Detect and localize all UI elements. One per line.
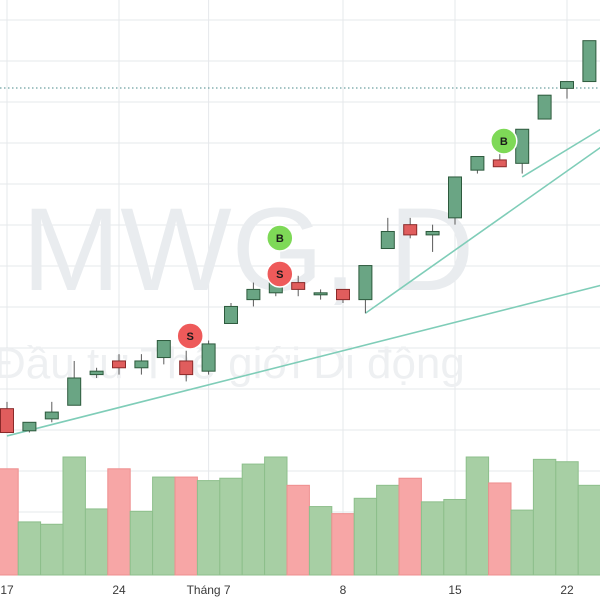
trend-line[interactable]: [521, 122, 600, 178]
candle-body[interactable]: [492, 159, 507, 168]
trend-lines[interactable]: [6, 122, 600, 437]
candle-body[interactable]: [156, 340, 171, 359]
x-tick-label: 22: [560, 583, 574, 597]
volume-bar: [286, 484, 310, 576]
candle-body[interactable]: [358, 265, 373, 301]
signal-label: B: [500, 136, 508, 148]
volume-bar: [152, 476, 176, 576]
volume-bar: [532, 458, 557, 576]
x-tick-label: 15: [448, 583, 462, 597]
sell-signal-badge[interactable]: S: [176, 322, 204, 350]
volume-bar: [17, 521, 42, 576]
candle-body[interactable]: [448, 176, 462, 219]
candle-body[interactable]: [291, 282, 306, 290]
volume-bar: [129, 510, 154, 576]
volume-bar: [219, 477, 243, 576]
candle-body[interactable]: [112, 360, 126, 369]
volume-bar: [196, 480, 221, 576]
trend-line[interactable]: [6, 283, 600, 437]
signal-label: S: [276, 269, 283, 281]
volume-bar: [376, 484, 400, 576]
candle-body[interactable]: [0, 408, 14, 434]
candle-body[interactable]: [380, 230, 395, 250]
candle-body[interactable]: [44, 411, 59, 420]
candle-body[interactable]: [515, 128, 530, 164]
volume-bar: [241, 463, 266, 576]
candle-body[interactable]: [246, 288, 261, 301]
buy-signal-badge[interactable]: B: [266, 224, 294, 252]
volume-bar: [84, 508, 109, 576]
candle-body[interactable]: [425, 230, 440, 236]
x-tick-label: 8: [340, 583, 347, 597]
candle-body[interactable]: [470, 156, 485, 171]
volume-bar: [174, 476, 198, 576]
candle-body[interactable]: [313, 292, 328, 296]
sell-signal-badge[interactable]: S: [266, 260, 294, 288]
candle-body[interactable]: [582, 40, 597, 83]
signal-label: B: [276, 233, 284, 245]
signal-badges[interactable]: S B S B: [176, 127, 518, 350]
volume-bar: [0, 468, 19, 576]
volume-bar: [264, 456, 288, 576]
volume-bar: [555, 461, 579, 576]
signal-label: S: [187, 331, 194, 343]
candle-body[interactable]: [67, 377, 82, 406]
trend-line[interactable]: [364, 139, 600, 314]
volume-bar: [107, 468, 131, 576]
candle-body[interactable]: [336, 288, 350, 301]
buy-signal-badge[interactable]: B: [490, 127, 518, 155]
candle-body[interactable]: [22, 421, 37, 432]
volume-bar: [443, 498, 467, 576]
volume-bar: [420, 501, 445, 576]
candle-body[interactable]: [560, 81, 574, 89]
volume-bar: [331, 513, 355, 576]
volume-bar: [398, 477, 422, 576]
x-tick-label: 17: [0, 583, 14, 597]
volume-bar: [465, 456, 490, 576]
volume-bar: [308, 506, 333, 576]
candle-body[interactable]: [224, 305, 238, 324]
volume-bars: [0, 456, 600, 576]
candle-body[interactable]: [179, 360, 194, 376]
candle-body[interactable]: [89, 370, 104, 376]
candles[interactable]: [0, 40, 597, 434]
volume-bar: [353, 497, 378, 576]
volume-bar: [510, 509, 534, 576]
x-tick-label: Tháng 7: [187, 583, 231, 597]
volume-bar: [488, 482, 512, 576]
volume-bar: [40, 523, 64, 576]
x-axis: 17 24 Tháng 7 8 15 22: [0, 583, 574, 597]
candle-body[interactable]: [537, 94, 552, 120]
candle-body[interactable]: [201, 343, 216, 372]
x-tick-label: 24: [112, 583, 126, 597]
candle-body[interactable]: [403, 224, 418, 236]
candle-body[interactable]: [134, 360, 149, 369]
volume-bar: [577, 484, 600, 576]
volume-bar: [62, 456, 86, 576]
